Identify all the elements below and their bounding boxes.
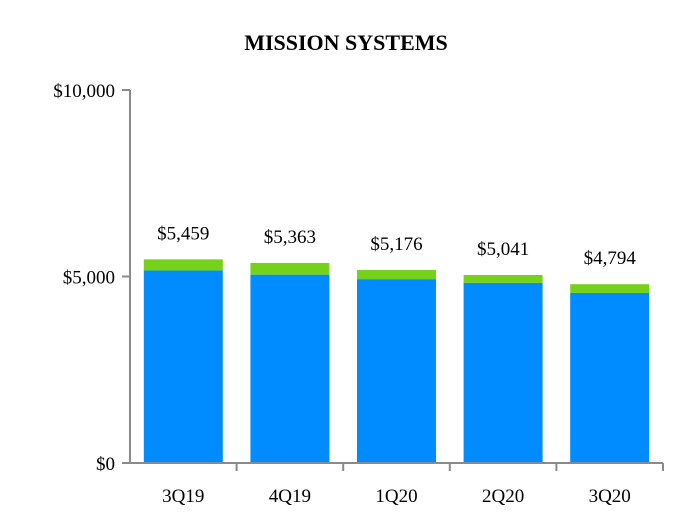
y-tick-label: $0 [96, 454, 115, 475]
x-tick-label: 4Q19 [269, 486, 311, 507]
bar-segment-top [463, 274, 543, 283]
data-labels-group: $5,459 $5,363 $5,176 $5,041 $4,794 [157, 223, 636, 269]
bars-group [143, 259, 650, 463]
y-ticks-group: $0 $5,000 $10,000 [53, 81, 130, 475]
x-tick-label: 3Q19 [162, 486, 204, 507]
bar-segment-top [357, 269, 436, 280]
x-tick-label: 2Q20 [482, 486, 524, 507]
x-ticks-group: 3Q19 4Q19 1Q20 2Q20 3Q20 [162, 463, 664, 507]
data-label: $5,459 [157, 223, 209, 244]
data-label: $5,176 [370, 234, 422, 255]
bar-segment-base [463, 282, 543, 463]
x-tick-label: 3Q20 [589, 486, 631, 507]
y-tick-label: $10,000 [53, 81, 115, 102]
bar-segment-base [357, 279, 436, 463]
data-label: $5,041 [477, 239, 529, 260]
bar-segment-top [143, 259, 223, 271]
bar-segment-top [250, 262, 330, 275]
data-label: $5,363 [264, 227, 316, 248]
chart-title: MISSION SYSTEMS [244, 30, 448, 55]
y-tick-label: $5,000 [63, 268, 115, 289]
bar-segment-base [143, 270, 223, 463]
bar-segment-base [250, 274, 330, 463]
x-tick-label: 1Q20 [375, 486, 417, 507]
bar-segment-top [570, 284, 650, 293]
data-label: $4,794 [584, 248, 637, 269]
bar-segment-base [570, 292, 650, 463]
